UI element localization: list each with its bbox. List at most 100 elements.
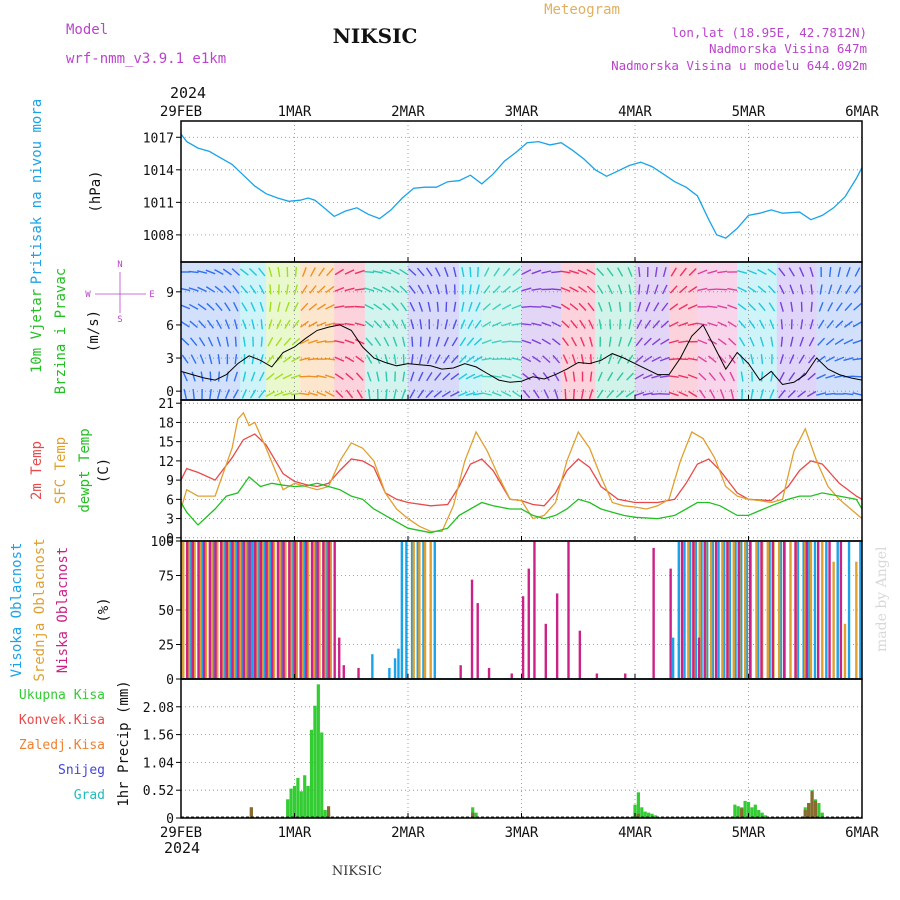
- bar-3-2-50: [714, 541, 718, 679]
- wind-arrow: [542, 372, 550, 381]
- wind-arrow: [651, 338, 661, 346]
- bar-3-1-4: [204, 541, 208, 679]
- wind-arrow: [251, 354, 255, 365]
- bar-3-0-7: [240, 541, 244, 679]
- wind-arrow: [334, 356, 345, 362]
- y-tick-label-3-4: 100: [151, 535, 174, 550]
- wind-arrow: [511, 373, 522, 380]
- wind-arrow: [511, 357, 522, 361]
- wind-arrow: [618, 336, 623, 347]
- bar-3-0-54: [847, 541, 851, 679]
- wind-arrow: [737, 286, 747, 293]
- bar-4-0-29: [753, 804, 757, 818]
- wind-band-9: [521, 262, 562, 400]
- wind-arrow: [668, 358, 679, 361]
- wind-arrow: [717, 304, 728, 309]
- wind-arrow: [481, 339, 492, 345]
- bar-3-0-15: [269, 541, 272, 679]
- wind-arrow: [846, 267, 851, 277]
- wind-arrow: [562, 354, 569, 364]
- wind-arrow: [224, 302, 231, 312]
- wind-arrow: [325, 304, 335, 310]
- wind-arrow: [259, 301, 264, 312]
- wind-arrow: [444, 319, 449, 330]
- wind-arrow: [307, 339, 318, 344]
- bar-3-1-51: [804, 541, 807, 679]
- wind-arrow: [717, 270, 728, 274]
- wind-arrow: [757, 285, 767, 294]
- wind-arrow: [259, 354, 264, 365]
- wind-arrow: [426, 284, 432, 295]
- bar-3-1-55: [843, 623, 847, 679]
- wind-arrow: [334, 339, 345, 344]
- bar-3-2-33: [487, 667, 491, 679]
- wind-arrow: [669, 285, 678, 294]
- ylabel-3-1: Srednja Oblacnost: [32, 538, 48, 681]
- wind-arrow: [381, 269, 392, 275]
- wind-arrow: [197, 270, 208, 274]
- wind-arrow: [376, 371, 380, 382]
- legend-conv: Konvek.Kisa: [19, 713, 105, 728]
- wind-arrow: [617, 354, 623, 364]
- wind-arrow: [809, 267, 814, 277]
- wind-arrow: [843, 320, 853, 328]
- wind-arrow: [216, 388, 221, 400]
- wind-arrow: [551, 288, 562, 291]
- wind-arrow: [294, 266, 298, 278]
- bar-3-2-49: [703, 541, 706, 679]
- wind-arrow: [436, 319, 440, 330]
- ylabel-1-1: Brzina i Pravac: [53, 268, 69, 394]
- bar-3-2-52: [737, 541, 740, 679]
- y-tick-label-4-3: 1.56: [143, 729, 174, 744]
- bar-4-0-24: [736, 806, 740, 818]
- wind-arrow: [364, 270, 375, 274]
- lonlat-text: lon,lat (18.95E, 42.7812N): [671, 25, 867, 40]
- wind-arrow: [738, 337, 746, 347]
- wind-arrow: [232, 302, 239, 312]
- wind-arrow: [542, 355, 551, 364]
- y-tick-label-4-4: 2.08: [143, 701, 174, 716]
- wind-arrow: [634, 391, 645, 397]
- wind-arrow: [482, 321, 492, 328]
- wind-band-7: [459, 262, 482, 400]
- wind-arrow: [707, 305, 718, 309]
- wind-arrow: [854, 267, 861, 277]
- wind-arrow: [836, 284, 842, 295]
- wind-arrow: [769, 319, 775, 330]
- bar-3-2-5: [214, 541, 217, 679]
- wind-arrow: [560, 303, 571, 311]
- wind-arrow: [249, 284, 257, 294]
- wind-arrow: [628, 319, 632, 330]
- wind-arrow: [708, 372, 717, 381]
- wind-arrow: [852, 357, 862, 361]
- wind-arrow: [789, 284, 795, 295]
- bar-4-0-8: [309, 729, 314, 818]
- bar-3-0-4: [223, 541, 226, 679]
- wind-arrow: [615, 390, 625, 398]
- wind-arrow: [502, 267, 511, 277]
- bar-3-0-17: [291, 541, 295, 679]
- wind-arrow: [284, 319, 291, 329]
- wind-arrow: [778, 267, 786, 277]
- top-tick-5: 5MAR: [732, 104, 766, 120]
- wind-arrow: [511, 390, 522, 398]
- wind-arrow: [364, 320, 374, 328]
- wind-arrow: [825, 374, 836, 379]
- wind-arrow: [299, 392, 310, 396]
- bar-4-0-28: [750, 807, 754, 818]
- units-0: (hPa): [88, 170, 104, 212]
- y-tick-label-3-3: 75: [158, 570, 174, 585]
- wind-arrow: [825, 356, 835, 363]
- wind-arrow: [609, 319, 612, 330]
- top-tick-1: 1MAR: [278, 104, 312, 120]
- y-tick-label-2-2: 6: [166, 493, 174, 508]
- ylabel-1-0: 10m Vjetar: [29, 289, 45, 373]
- wind-arrow: [652, 320, 661, 329]
- wind-arrow: [209, 371, 212, 382]
- wind-arrow: [222, 268, 232, 276]
- wind-arrow: [385, 388, 388, 400]
- wind-arrow: [638, 266, 641, 278]
- wind-arrow: [642, 373, 653, 380]
- wind-arrow: [209, 388, 212, 400]
- wind-arrow: [231, 268, 240, 276]
